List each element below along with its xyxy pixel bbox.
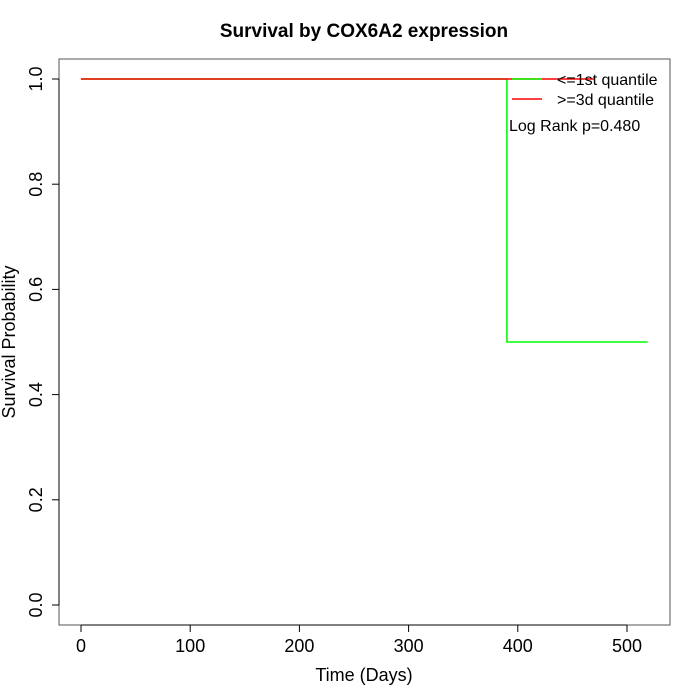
- series-layer: [81, 78, 648, 343]
- legend-label-high-quantile: >=3d quantile: [557, 92, 654, 109]
- x-axis-label: Time (Days): [315, 665, 412, 685]
- y-tick-label: 0.2: [26, 487, 46, 512]
- x-tick-label: 300: [394, 636, 424, 656]
- legend-label-low-quantile: <=1st quantile: [557, 72, 658, 89]
- y-axis-label: Survival Probability: [0, 265, 19, 418]
- x-tick-label: 500: [612, 636, 642, 656]
- x-tick-label: 200: [284, 636, 314, 656]
- x-axis: 0 100 200 300 400 500: [76, 624, 642, 656]
- y-tick-label: 0.0: [26, 592, 46, 617]
- chart-title: Survival by COX6A2 expression: [220, 21, 508, 42]
- y-axis: 0.0 0.2 0.4 0.6 0.8 1.0: [26, 66, 60, 618]
- log-rank-annotation: Log Rank p=0.480: [509, 118, 640, 135]
- legend: <=1st quantile >=3d quantile: [512, 72, 658, 109]
- y-tick-label: 1.0: [26, 66, 46, 91]
- x-tick-label: 400: [503, 636, 533, 656]
- x-tick-label: 0: [76, 636, 86, 656]
- y-tick-label: 0.6: [26, 277, 46, 302]
- y-tick-label: 0.4: [26, 382, 46, 407]
- y-tick-label: 0.8: [26, 172, 46, 197]
- x-tick-label: 100: [175, 636, 205, 656]
